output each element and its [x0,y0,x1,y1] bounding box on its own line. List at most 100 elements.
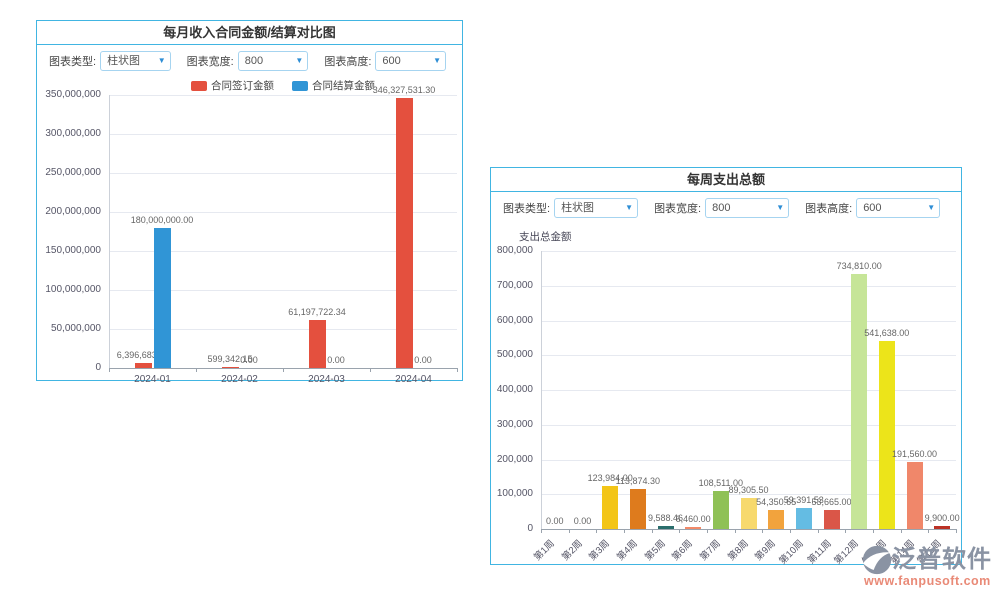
chevron-down-icon: ▼ [295,56,304,65]
bar [851,274,868,529]
y-axis-tick-label: 400,000 [496,384,533,395]
y-axis-tick-label: 200,000,000 [45,206,101,217]
bar-value-label: 54,350.65 [756,497,797,507]
bar [395,98,413,368]
legend: 合同签订金额 合同结算金额 [109,78,457,93]
fanpu-logo-row: 泛普软件 [862,545,1000,575]
chart-type-label: 图表类型: [503,203,551,215]
x-axis-tick [762,529,764,533]
chevron-down-icon: ▼ [776,203,785,212]
bar-value-label: 53,665.00 [811,497,852,507]
x-axis-tick [541,529,542,533]
gridline [541,390,956,391]
x-axis-tick [283,368,284,372]
chevron-down-icon: ▼ [433,56,442,65]
legend-swatch [292,80,308,91]
gridline [109,290,457,291]
chart-height-label: 图表高度: [805,203,853,215]
y-axis-tick-label: 300,000 [496,419,533,430]
x-axis-category-label: 2024-01 [134,374,171,385]
gridline [109,134,457,135]
bar-value-label: 599,342.15 [207,354,253,364]
x-axis-tick [707,529,708,533]
bar-value-label: 9,900.00 [924,513,960,523]
bar [685,527,702,529]
panel-title: 每周支出总额 [491,168,961,192]
chart-width-select[interactable]: 800 ▼ [705,198,790,218]
bar [740,498,757,529]
income-chart-canvas: 0 50,000,000 100,000,000 150,000,000 200,000… [37,77,462,385]
y-axis-tick-label: 0 [527,523,533,534]
x-axis-tick [624,529,625,533]
y-axis-tick-label: 600,000 [496,315,533,326]
x-axis-tick [679,529,681,533]
y-axis-title: 支出总金额 [519,231,572,243]
chart-controls: 图表类型: 柱状图 ▼ 图表宽度: 800 ▼ 图表高度: 600 ▼ [491,192,961,224]
gridline [541,460,956,461]
x-axis-tick [845,529,847,533]
chart-height-select[interactable]: 600 ▼ [375,51,447,71]
fanpu-logo-icon [862,545,892,575]
bar [934,526,951,529]
y-axis-tick-label: 800,000 [496,245,533,256]
bar [602,486,619,529]
chart-width-select[interactable]: 800 ▼ [237,51,309,71]
gridline [541,251,956,252]
x-axis-tick [734,529,736,533]
bar-value-label: 191,560.00 [891,449,938,459]
y-axis-tick-label: 700,000 [496,280,533,291]
bar [768,510,785,529]
y-axis-tick-label: 100,000 [496,488,533,499]
y-axis-tick-label: 500,000 [496,349,533,360]
bar-value-label: 541,638.00 [864,328,910,338]
chart-type-select[interactable]: 柱状图 ▼ [554,198,639,218]
x-axis-line [541,529,956,530]
x-axis-tick [596,529,598,533]
fanpu-logo: 泛普软件 www.fanpusoft.com [862,545,1000,588]
x-axis-tick [928,529,930,533]
bar-value-label: 180,000,000.00 [130,215,194,225]
bar [221,367,239,368]
bar [712,491,729,529]
legend-item[interactable]: 合同结算金额 [292,78,375,93]
gridline [109,173,457,174]
y-axis-tick-label: 250,000,000 [45,167,101,178]
y-axis-tick-label: 0 [95,362,101,373]
gridline [541,425,956,426]
bar-value-label: 108,511.00 [698,478,743,488]
y-axis-tick-label: 350,000,000 [45,89,101,100]
x-axis-tick [817,529,819,533]
legend-item[interactable]: 合同签订金额 [191,78,274,93]
x-axis-tick [370,368,371,372]
x-axis-category-label: 2024-02 [221,374,258,385]
bar [629,489,646,529]
fanpu-logo-text: 泛普软件 [892,546,992,573]
gridline [109,212,457,213]
legend-label: 合同签订金额 [211,80,274,92]
chart-height-value: 600 [863,202,882,214]
fanpu-logo-url: www.fanpusoft.com [864,574,991,588]
x-axis-category-label: 2024-03 [308,374,345,385]
y-axis-tick-label: 50,000,000 [50,323,101,334]
chart-type-value: 柱状图 [561,202,595,214]
chart-type-select[interactable]: 柱状图 ▼ [100,51,171,71]
chart-height-select[interactable]: 600 ▼ [856,198,941,218]
bar-value-label: 123,984.00 [587,473,633,483]
chart-width-label: 图表宽度: [186,56,234,68]
gridline [541,286,956,287]
gridline [109,95,457,96]
bar-value-label: 346,327,531.30 [372,85,436,95]
x-axis-tick [568,529,570,533]
x-axis-tick [790,529,791,533]
chart-width-value: 800 [244,55,264,67]
chevron-down-icon: ▼ [927,203,936,212]
y-axis-line [541,251,542,529]
x-axis-tick [651,529,653,533]
chart-height-value: 600 [382,55,401,67]
bar [153,228,171,368]
legend-label: 合同结算金额 [312,80,375,92]
bar [308,320,326,368]
legend-swatch [191,80,207,91]
gridline [109,251,457,252]
x-axis-category-label: 2024-04 [395,374,432,385]
